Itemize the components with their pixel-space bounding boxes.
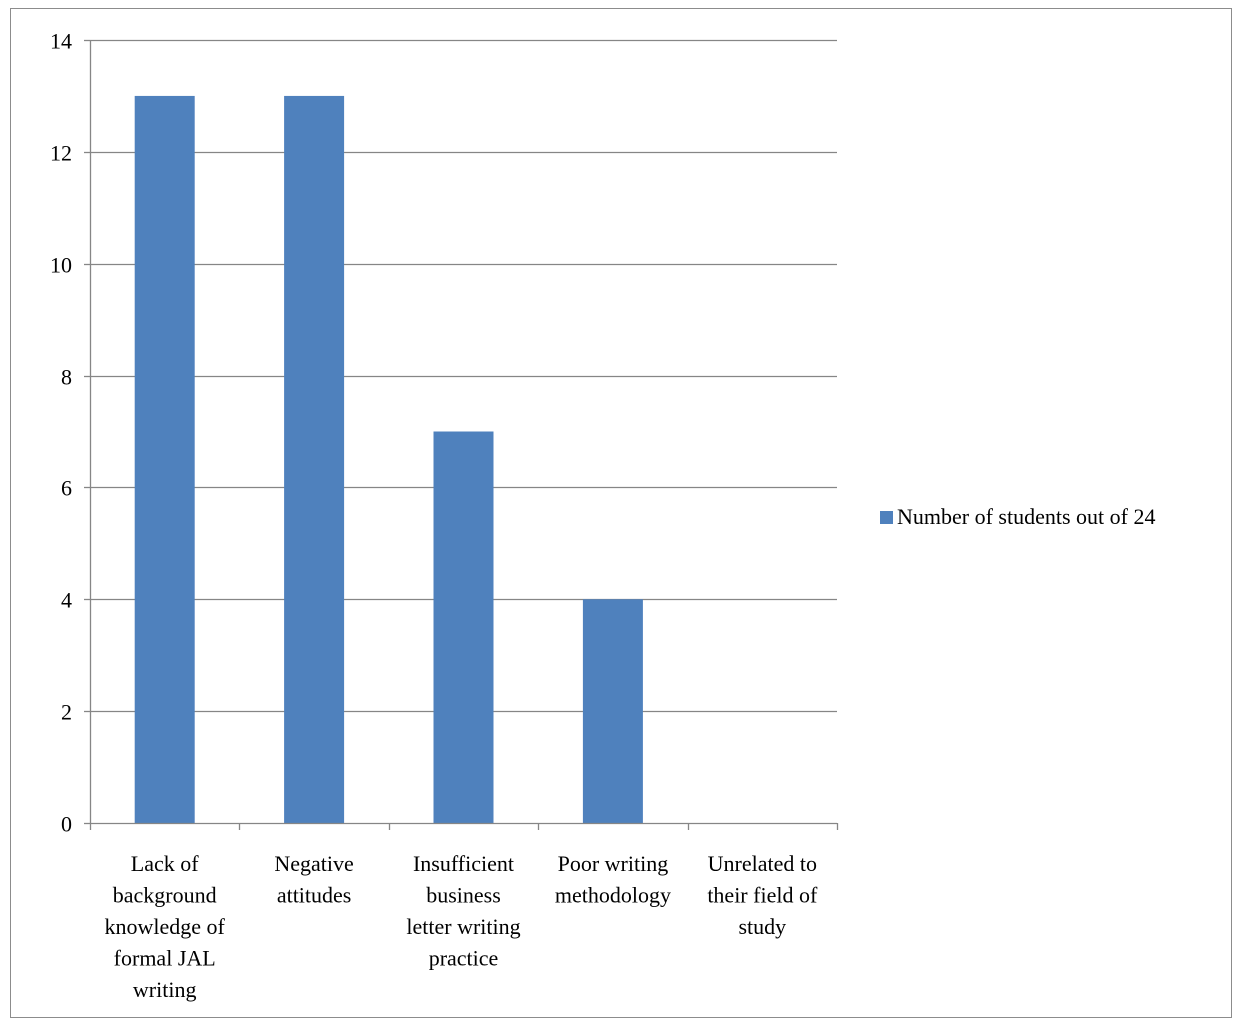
gridlines: 0 2 4 6 8 10 12 14: [50, 29, 837, 837]
x-category-label-line: writing: [133, 977, 197, 1002]
x-category-label-line: study: [738, 914, 786, 939]
category-labels: Lack of background knowledge of formal JAL w…: [105, 851, 818, 1002]
y-tick-label: 8: [61, 365, 72, 390]
x-category-label-line: business: [426, 883, 501, 908]
x-category-label-line: Unrelated to: [708, 851, 817, 876]
x-category-label-line: formal JAL: [114, 946, 216, 971]
x-category-label-line: Insufficient: [413, 851, 514, 876]
x-category-label: Poor writing methodology: [555, 851, 671, 908]
axes: [89, 40, 839, 830]
x-category-label-line: knowledge of: [105, 914, 226, 939]
x-category-label-line: practice: [429, 946, 499, 971]
x-category-label: Insufficient business letter writing practi…: [406, 851, 520, 971]
x-category-label-line: Negative: [274, 851, 353, 876]
chart-frame: [10, 8, 1232, 1018]
bar: [284, 95, 345, 823]
x-category-label-line: attitudes: [277, 883, 352, 908]
bar: [134, 95, 195, 823]
y-tick-label: 14: [50, 29, 72, 54]
legend-label: Number of students out of 24: [897, 504, 1155, 529]
y-tick-label: 4: [61, 588, 72, 613]
bar: [433, 431, 494, 823]
x-category-label-line: their field of: [707, 883, 818, 908]
x-category-label-line: Lack of: [131, 851, 199, 876]
y-tick-label: 2: [61, 700, 72, 725]
legend-swatch: [880, 511, 893, 524]
x-category-label-line: letter writing: [406, 914, 520, 939]
x-category-label: Negative attitudes: [274, 851, 353, 908]
bar: [582, 599, 643, 823]
x-category-label-line: background: [113, 883, 217, 908]
y-tick-label: 12: [50, 141, 72, 166]
y-tick-label: 10: [50, 253, 72, 278]
y-tick-label: 6: [61, 476, 72, 501]
legend: Number of students out of 24: [880, 504, 1155, 529]
x-category-label: Unrelated to their field of study: [707, 851, 818, 939]
x-category-label-line: Poor writing: [558, 851, 669, 876]
x-category-label-line: methodology: [555, 883, 671, 908]
x-category-label: Lack of background knowledge of formal JAL w…: [105, 851, 226, 1002]
bars: [134, 95, 643, 823]
y-tick-label: 0: [61, 812, 72, 837]
